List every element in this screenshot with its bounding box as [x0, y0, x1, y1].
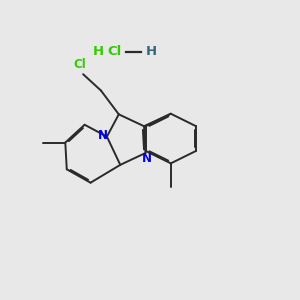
Text: H: H: [146, 45, 157, 58]
Text: N: N: [98, 129, 108, 142]
Text: N: N: [142, 152, 152, 165]
Text: Cl: Cl: [74, 58, 86, 70]
Text: Cl: Cl: [107, 45, 122, 58]
Text: H: H: [93, 45, 104, 58]
